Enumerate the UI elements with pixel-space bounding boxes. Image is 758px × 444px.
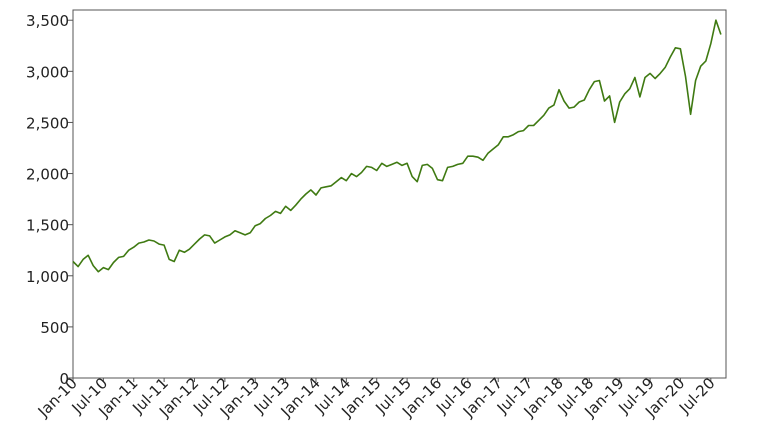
plot-frame xyxy=(72,9,727,379)
y-tick-label: 3,500 xyxy=(26,12,69,30)
y-tick-label: 500 xyxy=(40,319,69,337)
y-tick-label: 3,000 xyxy=(26,63,69,81)
y-tick-label: 2,500 xyxy=(26,114,69,132)
y-tick-label: 1,000 xyxy=(26,268,69,286)
y-axis: 0 500 1,000 1,500 2,000 2,500 3,000 3,500 xyxy=(26,12,73,388)
series-line xyxy=(72,19,722,273)
y-tick-label: 1,500 xyxy=(26,217,69,235)
x-axis: Jan-10Jul-10Jan-11Jul-11Jan-12Jul-12Jan-… xyxy=(34,374,719,421)
y-tick-label: 2,000 xyxy=(26,166,69,184)
y-tick-label: 0 xyxy=(59,370,69,388)
series-layer xyxy=(72,19,722,273)
